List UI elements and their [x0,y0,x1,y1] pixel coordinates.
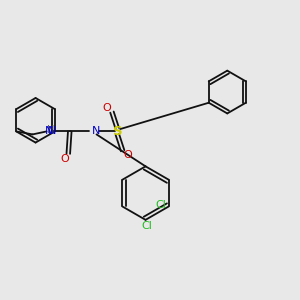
Text: N: N [92,126,101,136]
Text: Cl: Cl [142,221,152,231]
Text: N: N [48,126,57,136]
Text: O: O [102,103,111,112]
Text: N: N [45,126,53,136]
Text: O: O [60,154,69,164]
Text: S: S [112,125,122,138]
Text: H: H [47,125,54,135]
Text: O: O [124,150,132,160]
Text: Cl: Cl [156,200,167,210]
